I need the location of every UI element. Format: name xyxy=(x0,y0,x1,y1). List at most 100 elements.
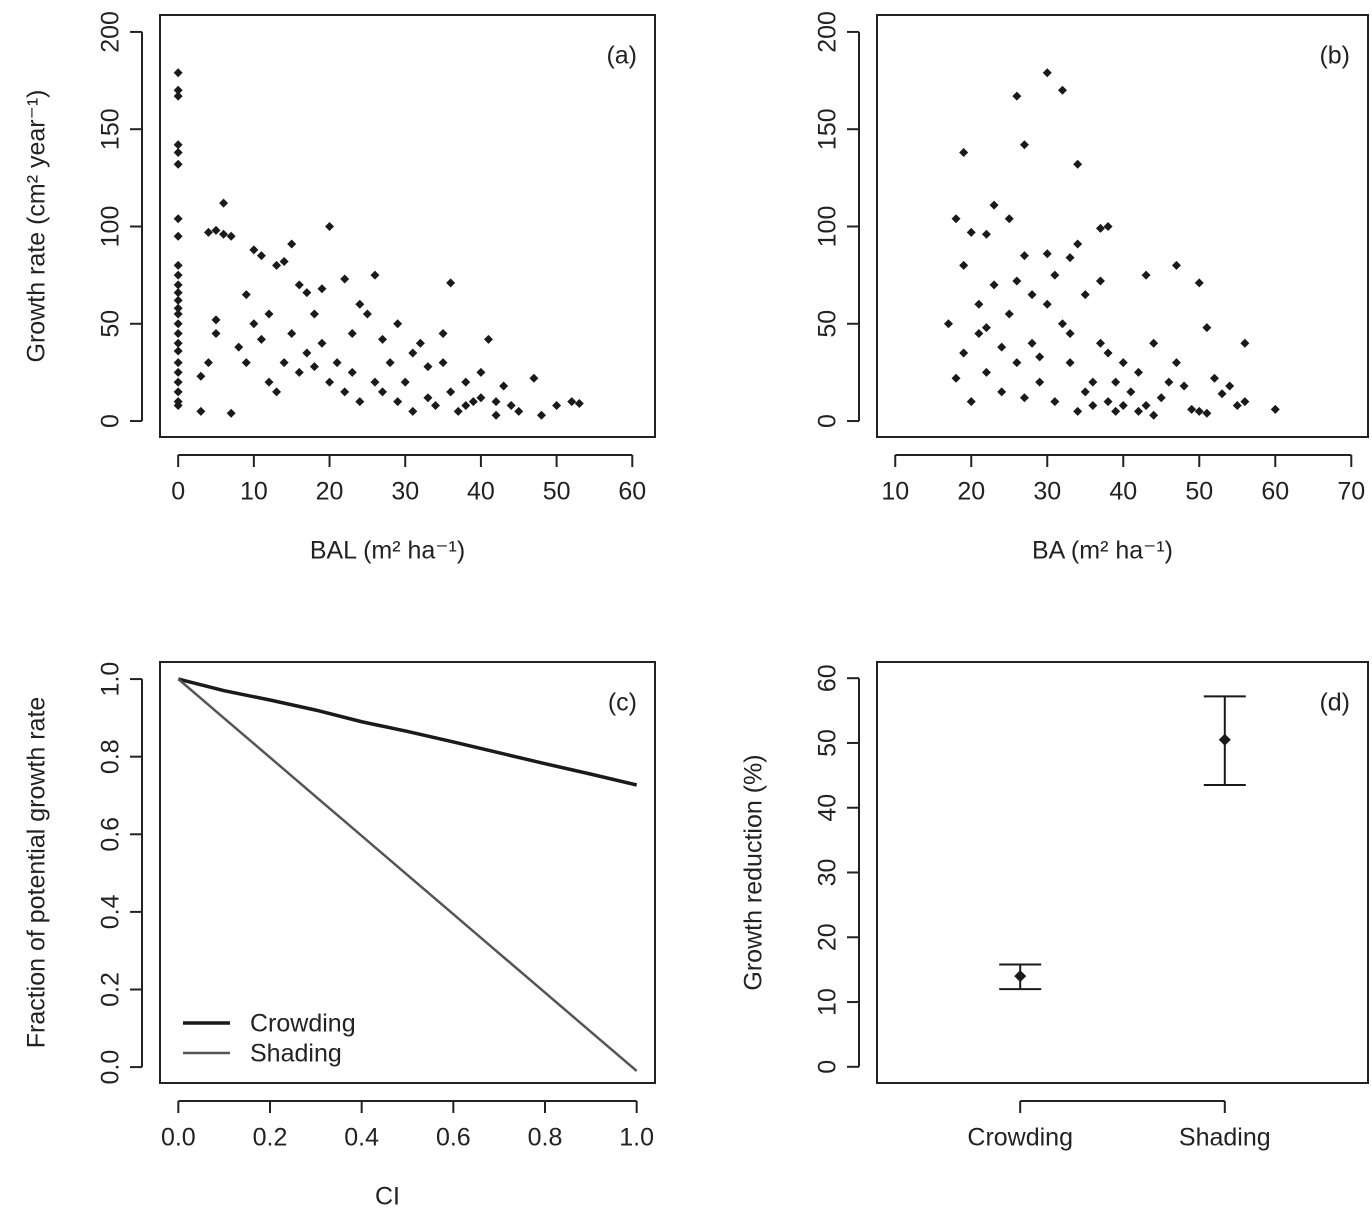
x-tick-label: 20 xyxy=(316,478,344,506)
point xyxy=(1187,404,1197,414)
point xyxy=(173,140,183,150)
point xyxy=(438,358,448,368)
point xyxy=(173,319,183,329)
point xyxy=(173,68,183,78)
point xyxy=(211,315,221,325)
point xyxy=(461,377,471,387)
point xyxy=(951,214,961,224)
point xyxy=(491,410,501,420)
point xyxy=(446,387,456,397)
point xyxy=(453,406,463,416)
panel-label: (a) xyxy=(606,42,637,70)
point xyxy=(981,229,991,239)
point xyxy=(1088,377,1098,387)
point xyxy=(1019,140,1029,150)
x-axis-label: BAL (m² ha⁻¹) xyxy=(310,537,465,565)
point xyxy=(536,410,546,420)
point xyxy=(317,338,327,348)
point xyxy=(1035,377,1045,387)
point xyxy=(1202,323,1212,333)
point xyxy=(499,381,509,391)
y-tick-label: 200 xyxy=(814,11,842,53)
y-axis-label: Growth reduction (%) xyxy=(740,754,768,990)
y-tick-label: 0 xyxy=(814,1060,842,1074)
point xyxy=(173,231,183,241)
point xyxy=(1027,338,1037,348)
point xyxy=(173,288,183,298)
point xyxy=(173,303,183,313)
y-tick-label: 1.0 xyxy=(97,662,125,697)
x-tick-label: 1.0 xyxy=(619,1124,654,1152)
point xyxy=(1042,299,1052,309)
point xyxy=(1057,85,1067,95)
point xyxy=(431,400,441,410)
y-tick-label: 200 xyxy=(97,11,125,53)
point xyxy=(959,348,969,358)
panel-label: (d) xyxy=(1319,689,1350,717)
point xyxy=(1270,404,1280,414)
point xyxy=(966,227,976,237)
point xyxy=(1171,358,1181,368)
point xyxy=(385,358,395,368)
point xyxy=(1065,253,1075,263)
panel-label: (c) xyxy=(608,689,637,717)
x-tick-label: 50 xyxy=(1185,478,1213,506)
point xyxy=(476,393,486,403)
plot-frame xyxy=(876,661,1369,1084)
point xyxy=(241,290,251,300)
point xyxy=(446,278,456,288)
point xyxy=(423,393,433,403)
point xyxy=(279,358,289,368)
point xyxy=(1240,397,1250,407)
point xyxy=(294,367,304,377)
plot-frame xyxy=(876,14,1369,438)
point xyxy=(264,309,274,319)
point xyxy=(400,377,410,387)
point xyxy=(1179,381,1189,391)
point xyxy=(1240,338,1250,348)
point xyxy=(173,387,183,397)
point xyxy=(1073,159,1083,169)
legend-label: Shading xyxy=(250,1040,342,1068)
point xyxy=(1149,410,1159,420)
point xyxy=(340,387,350,397)
point xyxy=(1019,393,1029,403)
point xyxy=(173,400,183,410)
point xyxy=(1232,400,1242,410)
plot-frame xyxy=(159,14,656,438)
point xyxy=(173,338,183,348)
point xyxy=(393,397,403,407)
y-tick-label: 100 xyxy=(814,206,842,248)
point xyxy=(1149,338,1159,348)
point xyxy=(173,148,183,158)
legend-label: Crowding xyxy=(250,1010,356,1038)
point xyxy=(1103,397,1113,407)
y-tick-label: 40 xyxy=(814,794,842,822)
point xyxy=(1080,387,1090,397)
y-tick-label: 50 xyxy=(814,310,842,338)
point xyxy=(378,387,388,397)
x-tick-label: 30 xyxy=(391,478,419,506)
x-tick-label: Shading xyxy=(1179,1124,1271,1152)
point xyxy=(196,406,206,416)
plot-frame xyxy=(159,661,656,1084)
point xyxy=(309,309,319,319)
point xyxy=(234,342,244,352)
y-axis-label: Growth rate (cm² year⁻¹) xyxy=(23,90,51,363)
y-tick-label: 150 xyxy=(814,108,842,150)
point xyxy=(1103,348,1113,358)
point xyxy=(1118,400,1128,410)
y-tick-label: 150 xyxy=(97,108,125,150)
y-tick-label: 20 xyxy=(814,923,842,951)
point xyxy=(415,338,425,348)
y-tick-label: 0.4 xyxy=(97,894,125,929)
point xyxy=(483,334,493,344)
point xyxy=(1194,278,1204,288)
point xyxy=(567,397,577,407)
y-tick-label: 0 xyxy=(814,414,842,428)
point xyxy=(1095,223,1105,233)
point xyxy=(1225,381,1235,391)
x-tick-label: 40 xyxy=(1109,478,1137,506)
point xyxy=(173,159,183,169)
